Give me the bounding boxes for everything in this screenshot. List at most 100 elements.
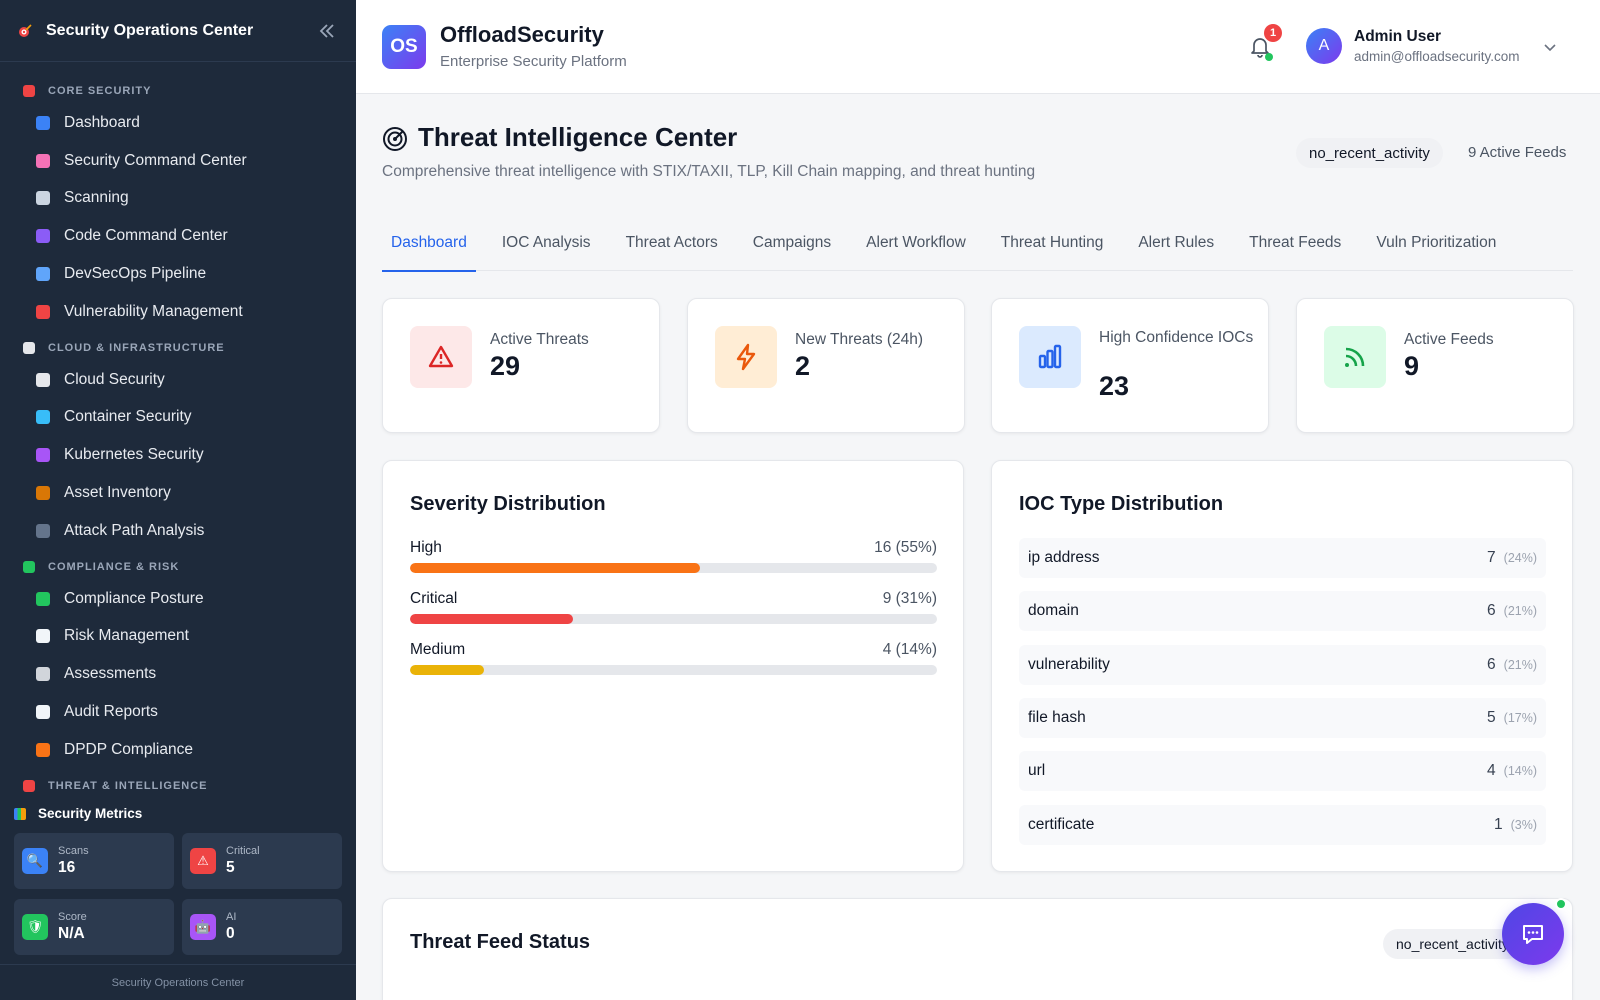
severity-name: High — [410, 539, 442, 556]
ioc-row-url[interactable]: url 4 (14%) — [1019, 751, 1546, 792]
tab-dashboard[interactable]: Dashboard — [382, 215, 476, 272]
sidebar-section: THREAT & INTELLIGENCE — [0, 773, 356, 799]
ioc-row-file-hash[interactable]: file hash 5 (17%) — [1019, 697, 1546, 738]
cloud-icon — [36, 372, 50, 387]
sidebar-nav: CORE SECURITY Dashboard Security Command… — [0, 62, 356, 799]
ioc-type-name: certificate — [1028, 815, 1095, 833]
tab-campaigns[interactable]: Campaigns — [752, 234, 832, 251]
brand-logo[interactable]: OS — [382, 25, 426, 69]
ioc-type-name: file hash — [1028, 708, 1086, 726]
stat-card-high-confidence-iocs[interactable]: High Confidence IOCs 23 — [991, 298, 1269, 433]
metric-label: Score — [58, 911, 87, 923]
avatar[interactable]: A — [1306, 28, 1342, 64]
sidebar-item-risk-management[interactable]: Risk Management — [0, 618, 356, 656]
warning-icon: ⚠ — [190, 848, 216, 874]
tab-threat-actors[interactable]: Threat Actors — [625, 234, 718, 251]
tab-vuln-prioritization[interactable]: Vuln Prioritization — [1376, 234, 1497, 251]
stat-value: 2 — [795, 351, 811, 381]
sidebar-item-label: Attack Path Analysis — [64, 521, 205, 539]
chevron-down-icon[interactable] — [1543, 40, 1557, 54]
chat-online-indicator — [1555, 898, 1567, 910]
brand-subtitle: Enterprise Security Platform — [440, 53, 627, 70]
sidebar-section-label: THREAT & INTELLIGENCE — [48, 779, 208, 792]
threat-feed-status-panel: Threat Feed Status no_recent_activity — [382, 898, 1573, 1000]
ioc-type-distribution-panel: IOC Type Distribution ip address 7 (24%)… — [991, 460, 1573, 872]
target-icon — [23, 779, 35, 792]
ioc-row-certificate[interactable]: certificate 1 (3%) — [1019, 804, 1546, 845]
severity-distribution-panel: Severity Distribution High 16 (55%) Crit… — [382, 460, 964, 872]
sidebar-item-label: Asset Inventory — [64, 484, 171, 502]
sidebar-item-label: Compliance Posture — [64, 589, 204, 607]
top-bar: OS OffloadSecurity Enterprise Security P… — [356, 0, 1600, 94]
sidebar-item-audit-reports[interactable]: Audit Reports — [0, 693, 356, 731]
ioc-type-percent: (21%) — [1503, 604, 1537, 619]
sidebar-item-kubernetes-security[interactable]: Kubernetes Security — [0, 436, 356, 474]
online-indicator — [1265, 53, 1273, 61]
sidebar-section-label: CLOUD & INFRASTRUCTURE — [48, 341, 225, 354]
tab-threat-hunting[interactable]: Threat Hunting — [1000, 234, 1104, 251]
tab-alert-workflow[interactable]: Alert Workflow — [866, 234, 966, 251]
sidebar-item-cloud-security[interactable]: Cloud Security — [0, 361, 356, 399]
ioc-type-percent: (21%) — [1503, 657, 1537, 672]
cloud-icon — [23, 341, 35, 354]
severity-bar-fill — [410, 614, 574, 624]
status-badge: no_recent_activity — [1296, 138, 1443, 168]
sidebar-item-label: Scanning — [64, 189, 129, 207]
sidebar-item-label: Security Command Center — [64, 151, 247, 169]
stat-card-active-feeds[interactable]: Active Feeds 9 — [1296, 298, 1574, 433]
page-subtitle: Comprehensive threat intelligence with S… — [382, 163, 1036, 180]
stat-card-new-threats-24h[interactable]: New Threats (24h) 2 — [687, 298, 965, 433]
metric-value: 5 — [226, 859, 235, 876]
sidebar-item-container-security[interactable]: Container Security — [0, 399, 356, 437]
sidebar-item-assessments[interactable]: Assessments — [0, 655, 356, 693]
ioc-row-vulnerability[interactable]: vulnerability 6 (21%) — [1019, 644, 1546, 685]
chat-button[interactable] — [1502, 903, 1564, 965]
tab-alert-rules[interactable]: Alert Rules — [1138, 234, 1215, 251]
active-feeds-count: 9 Active Feeds — [1468, 144, 1567, 161]
sidebar-item-code-command-center[interactable]: Code Command Center — [0, 217, 356, 255]
sidebar-item-vulnerability-management[interactable]: Vulnerability Management — [0, 293, 356, 331]
sidebar-item-attack-path-analysis[interactable]: Attack Path Analysis — [0, 512, 356, 550]
shield-icon: 🛡 — [22, 914, 48, 940]
ioc-type-percent: (3%) — [1510, 817, 1537, 832]
ioc-type-distribution-title: IOC Type Distribution — [1019, 493, 1224, 515]
ioc-type-name: ip address — [1028, 549, 1100, 566]
ioc-type-name: domain — [1028, 602, 1079, 620]
metric-card-critical[interactable]: ⚠ Critical 5 — [182, 833, 342, 889]
sidebar-item-scanning[interactable]: Scanning — [0, 180, 356, 218]
ioc-type-count: 7 — [1487, 549, 1496, 566]
severity-value: 16 (55%) — [874, 539, 937, 556]
sidebar-item-label: Container Security — [64, 408, 192, 426]
tab-threat-feeds[interactable]: Threat Feeds — [1249, 234, 1342, 251]
sidebar-item-label: Risk Management — [64, 627, 189, 645]
sidebar-section: CORE SECURITY — [0, 78, 356, 104]
severity-row-critical: Critical 9 (31%) — [410, 590, 937, 624]
collapse-sidebar-icon[interactable] — [316, 20, 338, 42]
atom-icon — [36, 448, 50, 463]
user-name[interactable]: Admin User — [1354, 28, 1441, 45]
metric-card-ai[interactable]: 🤖 AI 0 — [182, 899, 342, 955]
chat-icon — [1523, 925, 1543, 944]
metric-label: AI — [226, 911, 237, 923]
metric-card-scans[interactable]: 🔍 Scans 16 — [14, 833, 174, 889]
ioc-row-ip-address[interactable]: ip address 7 (24%) — [1019, 538, 1546, 578]
sidebar-section-label: COMPLIANCE & RISK — [48, 560, 180, 573]
severity-row-high: High 16 (55%) — [410, 539, 937, 573]
metric-card-score[interactable]: 🛡 Score N/A — [14, 899, 174, 955]
sidebar-item-asset-inventory[interactable]: Asset Inventory — [0, 474, 356, 512]
rss-icon-tile — [1324, 326, 1386, 388]
notification-badge: 1 — [1264, 24, 1282, 42]
sidebar-item-compliance-posture[interactable]: Compliance Posture — [0, 580, 356, 618]
sidebar-item-label: Vulnerability Management — [64, 302, 243, 320]
sidebar-item-dpdp-compliance[interactable]: DPDP Compliance — [0, 731, 356, 769]
sidebar-item-devsecops-pipeline[interactable]: DevSecOps Pipeline — [0, 255, 356, 293]
sidebar-item-dashboard[interactable]: Dashboard — [0, 104, 356, 142]
severity-bar-track — [410, 563, 937, 573]
bell-icon[interactable] — [1248, 34, 1272, 58]
ioc-row-domain[interactable]: domain 6 (21%) — [1019, 591, 1546, 632]
tab-ioc-analysis[interactable]: IOC Analysis — [501, 234, 591, 251]
stat-card-active-threats[interactable]: Active Threats 29 — [382, 298, 660, 433]
brain-icon — [36, 153, 50, 168]
stat-label: New Threats (24h) — [795, 331, 924, 348]
sidebar-item-security-command-center[interactable]: Security Command Center — [0, 142, 356, 180]
